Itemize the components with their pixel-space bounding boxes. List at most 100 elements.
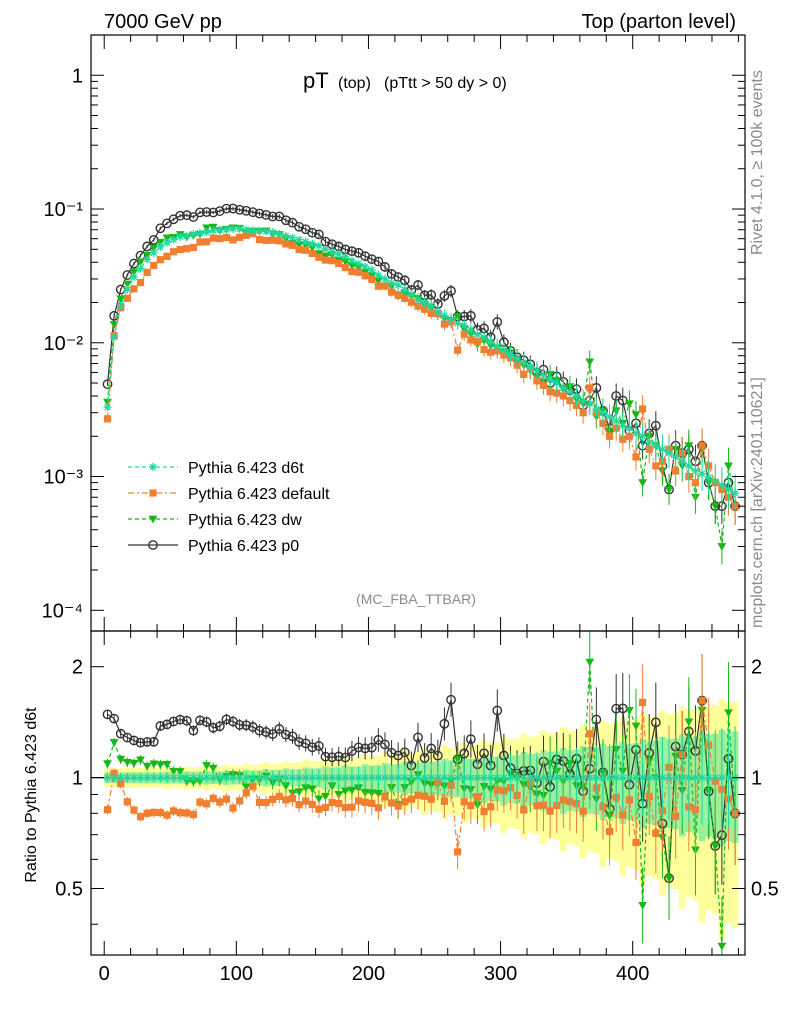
main-point-pythia-6-423-dw (710, 502, 720, 511)
ratio-point-pythia-6-423-default (236, 797, 244, 805)
main-point-pythia-6-423-d6t-stroke (361, 263, 369, 271)
ratio-point-pythia-6-423-d6t-stroke (216, 774, 224, 781)
ratio-point-pythia-6-423-p0 (241, 720, 252, 731)
main-point-pythia-6-423-d6t (196, 229, 204, 238)
legend-label-pythia-6-423-d6t: Pythia 6.423 d6t (188, 460, 304, 477)
main-point-pythia-6-423-d6t (532, 366, 541, 375)
ratio-point-pythia-6-423-default (222, 795, 231, 803)
main-point-pythia-6-423-default (136, 278, 145, 287)
main-point-pythia-6-423-default (189, 243, 197, 252)
main-point-pythia-6-423-d6t (651, 441, 660, 450)
main-point-pythia-6-423-default (407, 298, 415, 306)
ratio-point-pythia-6-423-d6t-stroke (368, 774, 376, 781)
ratio-point-pythia-6-423-p0 (380, 739, 390, 750)
main-point-pythia-6-423-dw (294, 241, 304, 250)
ratio-point-pythia-6-423-d6t-stroke (441, 774, 448, 781)
ratio-point-pythia-6-423-p0 (214, 721, 225, 732)
main-point-pythia-6-423-default (335, 259, 343, 268)
ratio-point-pythia-6-423-dw (638, 901, 648, 910)
legend-marker-pythia-6-423-dw (148, 515, 158, 524)
main-point-pythia-6-423-default (387, 288, 396, 296)
main-point-pythia-6-423-d6t (275, 230, 284, 239)
ratio-y-tick-label: 2 (72, 657, 83, 679)
main-point-pythia-6-423-d6t-stroke (454, 319, 461, 327)
main-point-pythia-6-423-dw (724, 462, 733, 471)
main-point-pythia-6-423-default (288, 241, 297, 249)
main-point-pythia-6-423-p0 (465, 310, 476, 321)
main-point-pythia-6-423-p0 (247, 207, 258, 218)
ratio-point-pythia-6-423-p0 (109, 713, 120, 724)
ratio-point-pythia-6-423-p0 (386, 747, 397, 758)
ratio-point-pythia-6-423-default (454, 848, 462, 856)
ratio-point-pythia-6-423-default (467, 801, 475, 810)
main-point-pythia-6-423-d6t-stroke (474, 331, 481, 338)
ratio-point-pythia-6-423-d6t-stroke (137, 774, 144, 781)
main-point-pythia-6-423-d6t (308, 239, 317, 248)
ratio-point-pythia-6-423-d6t-stroke (295, 774, 303, 781)
ratio-point-pythia-6-423-d6t-stroke (692, 774, 699, 781)
main-point-pythia-6-423-d6t (149, 248, 158, 257)
main-point-pythia-6-423-d6t (678, 457, 687, 466)
ratio-point-pythia-6-423-p0 (320, 751, 331, 762)
main-point-pythia-6-423-d6t-stroke (659, 445, 666, 453)
ratio-point-pythia-6-423-dw (373, 789, 383, 798)
main-point-pythia-6-423-default (183, 245, 191, 253)
ratio-point-pythia-6-423-d6t-stroke (315, 774, 323, 781)
main-point-pythia-6-423-d6t-stroke (176, 233, 184, 241)
main-point-pythia-6-423-d6t (361, 262, 370, 271)
main-point-pythia-6-423-d6t-stroke (388, 279, 395, 287)
main-point-pythia-6-423-d6t (559, 383, 568, 392)
mcplots-reference-label: mcplots.cern.ch [arXiv:2401.10621] (749, 377, 766, 628)
plot-title-cut: (pTtt > 50 dy > 0) (384, 75, 507, 92)
main-point-pythia-6-423-default (308, 249, 316, 258)
main-point-pythia-6-423-d6t (162, 238, 171, 247)
ratio-point-pythia-6-423-default (632, 838, 640, 847)
main-point-pythia-6-423-d6t (698, 469, 707, 478)
ratio-point-pythia-6-423-default (401, 798, 409, 806)
ratio-point-pythia-6-423-d6t-stroke (361, 774, 369, 781)
main-point-pythia-6-423-dw (136, 258, 145, 267)
ratio-point-pythia-6-423-p0 (267, 729, 278, 740)
ratio-point-pythia-6-423-p0 (307, 742, 318, 753)
ratio-point-pythia-6-423-default (308, 800, 316, 809)
ratio-point-pythia-6-423-default (387, 799, 396, 807)
ratio-point-pythia-6-423-d6t-stroke (672, 774, 679, 781)
ratio-point-pythia-6-423-p0 (148, 736, 159, 747)
main-point-pythia-6-423-d6t (110, 333, 119, 342)
ratio-point-pythia-6-423-default (335, 800, 343, 808)
main-point-pythia-6-423-default (460, 330, 468, 338)
ratio-point-pythia-6-423-d6t (262, 773, 271, 782)
ratio-point-pythia-6-423-d6t (638, 773, 647, 782)
ratio-point-pythia-6-423-default (421, 792, 429, 800)
ratio-point-pythia-6-423-d6t (301, 773, 310, 782)
main-point-pythia-6-423-p0 (366, 254, 377, 265)
main-point-pythia-6-423-d6t-stroke (705, 474, 712, 481)
main-point-pythia-6-423-d6t-stroke (348, 257, 356, 265)
main-point-pythia-6-423-d6t-stroke (619, 422, 627, 429)
ratio-point-pythia-6-423-d6t-stroke (170, 774, 177, 781)
main-point-pythia-6-423-d6t (143, 255, 152, 264)
main-point-pythia-6-423-d6t (711, 477, 720, 486)
ratio-point-pythia-6-423-d6t (189, 773, 198, 782)
ratio-point-pythia-6-423-d6t-stroke (124, 774, 131, 781)
ratio-point-pythia-6-423-d6t-stroke (573, 774, 580, 781)
x-tick-label: 100 (220, 963, 253, 985)
main-point-pythia-6-423-d6t (684, 461, 693, 470)
main-point-pythia-6-423-default (632, 453, 640, 461)
ratio-point-pythia-6-423-d6t-stroke (262, 774, 270, 781)
ratio-point-pythia-6-423-p0 (181, 715, 192, 726)
main-point-pythia-6-423-d6t-stroke (236, 225, 243, 233)
main-point-pythia-6-423-p0 (228, 203, 238, 214)
main-point-pythia-6-423-d6t (400, 285, 409, 294)
main-point-pythia-6-423-d6t (235, 224, 244, 233)
ratio-point-pythia-6-423-d6t-stroke (249, 774, 257, 781)
main-point-pythia-6-423-default (401, 294, 409, 302)
ratio-point-pythia-6-423-d6t-stroke (229, 774, 237, 781)
main-point-pythia-6-423-d6t-stroke (500, 346, 508, 354)
ratio-point-pythia-6-423-d6t (691, 773, 700, 782)
main-point-pythia-6-423-d6t (625, 424, 634, 433)
ratio-point-pythia-6-423-d6t-stroke (176, 774, 184, 781)
main-point-pythia-6-423-default (440, 320, 449, 328)
ratio-point-pythia-6-423-dw (169, 767, 178, 776)
ratio-point-pythia-6-423-default (361, 798, 369, 806)
